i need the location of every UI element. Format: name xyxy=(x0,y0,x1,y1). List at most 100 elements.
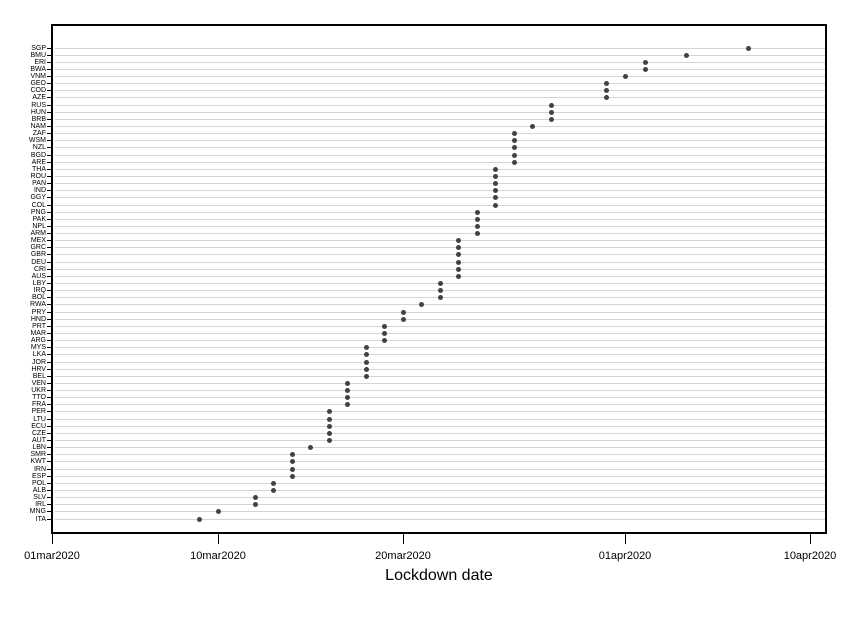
row-gridline xyxy=(55,447,825,449)
country-label-rus: RUS xyxy=(31,101,46,109)
row-gridline xyxy=(55,240,825,242)
row-gridline xyxy=(55,275,825,277)
country-label-pol: POL xyxy=(31,479,46,487)
row-gridline xyxy=(55,254,825,256)
row-gridline xyxy=(55,468,825,470)
country-label-cod: COD xyxy=(30,87,46,95)
lockdown-dot-pak xyxy=(474,216,480,222)
country-label-cze: CZE xyxy=(32,429,46,437)
lockdown-dot-cri xyxy=(456,266,461,272)
y-axis-tick xyxy=(47,411,51,413)
x-axis-tick xyxy=(624,534,626,544)
lockdown-dot-png xyxy=(474,209,480,215)
row-gridline xyxy=(55,461,825,463)
row-gridline xyxy=(55,411,825,413)
lockdown-dot-zaf xyxy=(511,131,517,137)
y-axis-tick xyxy=(47,304,51,306)
lockdown-dot-fra xyxy=(345,402,350,408)
row-gridline xyxy=(55,268,825,270)
x-axis-tick-label: 10mar2020 xyxy=(190,550,246,562)
row-gridline xyxy=(55,418,825,420)
lockdown-dot-ven xyxy=(345,380,350,386)
lockdown-dot-smr xyxy=(289,452,295,458)
lockdown-dot-bgd xyxy=(511,152,517,158)
row-gridline xyxy=(55,54,825,56)
y-axis-tick xyxy=(47,440,51,441)
country-label-lbn: LBN xyxy=(32,444,46,452)
row-gridline xyxy=(55,497,825,499)
lockdown-dot-gbr xyxy=(456,252,461,258)
lockdown-dot-rus xyxy=(548,102,554,108)
row-gridline xyxy=(55,340,825,342)
row-gridline xyxy=(55,133,825,135)
country-label-irn: IRN xyxy=(33,465,46,473)
y-axis-tick xyxy=(47,425,51,427)
lockdown-dot-lby xyxy=(437,281,443,286)
country-label-irl: IRL xyxy=(35,501,46,509)
lockdown-dot-hnd xyxy=(400,316,406,322)
y-axis-tick xyxy=(47,518,51,520)
lockdown-dot-ltu xyxy=(326,416,332,422)
row-gridline xyxy=(55,354,825,356)
x-axis-tick xyxy=(809,534,811,544)
country-label-tto: TTO xyxy=(32,394,46,402)
country-label-brb: BRB xyxy=(31,115,46,123)
y-axis-tick xyxy=(47,111,51,113)
y-axis-tick xyxy=(47,261,51,263)
country-label-bgd: BGD xyxy=(30,151,46,159)
y-axis-tick xyxy=(47,233,51,235)
country-label-ven: VEN xyxy=(31,379,46,387)
y-axis-tick xyxy=(47,397,51,399)
y-axis-tick xyxy=(47,354,51,356)
country-label-mys: MYS xyxy=(30,344,46,352)
row-gridline xyxy=(55,147,825,149)
y-axis-tick xyxy=(47,489,51,491)
y-axis-tick xyxy=(47,418,51,420)
x-axis-tick xyxy=(402,534,404,544)
y-axis-tick xyxy=(47,133,51,135)
lockdown-dot-bol xyxy=(437,295,443,301)
country-label-slv: SLV xyxy=(33,494,46,502)
lockdown-dot-rou xyxy=(493,173,498,179)
y-axis-tick xyxy=(47,432,51,434)
row-gridline xyxy=(55,233,825,235)
row-gridline xyxy=(55,511,825,513)
x-axis-tick-label: 10apr2020 xyxy=(783,550,837,562)
plot-area-frame xyxy=(51,24,827,534)
y-axis-tick xyxy=(47,54,51,56)
lockdown-dot-brb xyxy=(548,116,554,122)
row-gridline xyxy=(55,68,825,70)
y-axis-tick xyxy=(47,197,51,199)
lockdown-dot-mex xyxy=(456,238,461,244)
y-axis-tick xyxy=(47,118,51,120)
x-axis-tick-label: 01apr2020 xyxy=(598,550,652,562)
country-label-smr: SMR xyxy=(30,451,46,459)
y-axis-tick xyxy=(47,482,51,484)
row-gridline xyxy=(55,126,825,127)
y-axis-tick xyxy=(47,97,51,99)
y-axis-tick xyxy=(47,475,51,477)
lockdown-dot-tto xyxy=(345,395,350,401)
country-label-pak: PAK xyxy=(32,215,47,223)
lockdown-dot-alb xyxy=(271,487,276,493)
row-gridline xyxy=(55,518,825,520)
country-label-nzl: NZL xyxy=(32,144,46,152)
lockdown-dot-wsm xyxy=(511,138,517,144)
y-axis-tick xyxy=(47,290,51,292)
row-gridline xyxy=(55,404,825,406)
y-axis-tick xyxy=(47,190,51,192)
lockdown-dot-pan xyxy=(493,181,498,187)
country-label-per: PER xyxy=(31,408,46,416)
row-gridline xyxy=(55,204,825,206)
y-axis-tick xyxy=(47,297,51,299)
country-label-zaf: ZAF xyxy=(32,130,46,138)
country-label-npl: NPL xyxy=(32,222,46,230)
y-axis-tick xyxy=(47,211,51,213)
y-axis-tick xyxy=(47,126,51,127)
lockdown-dot-npl xyxy=(474,223,480,229)
lockdown-dot-bwa xyxy=(643,66,649,72)
country-label-irq: IRQ xyxy=(33,287,46,295)
lockdown-dot-mys xyxy=(363,345,369,351)
y-axis-tick xyxy=(47,168,51,170)
country-label-jor: JOR xyxy=(32,358,46,366)
